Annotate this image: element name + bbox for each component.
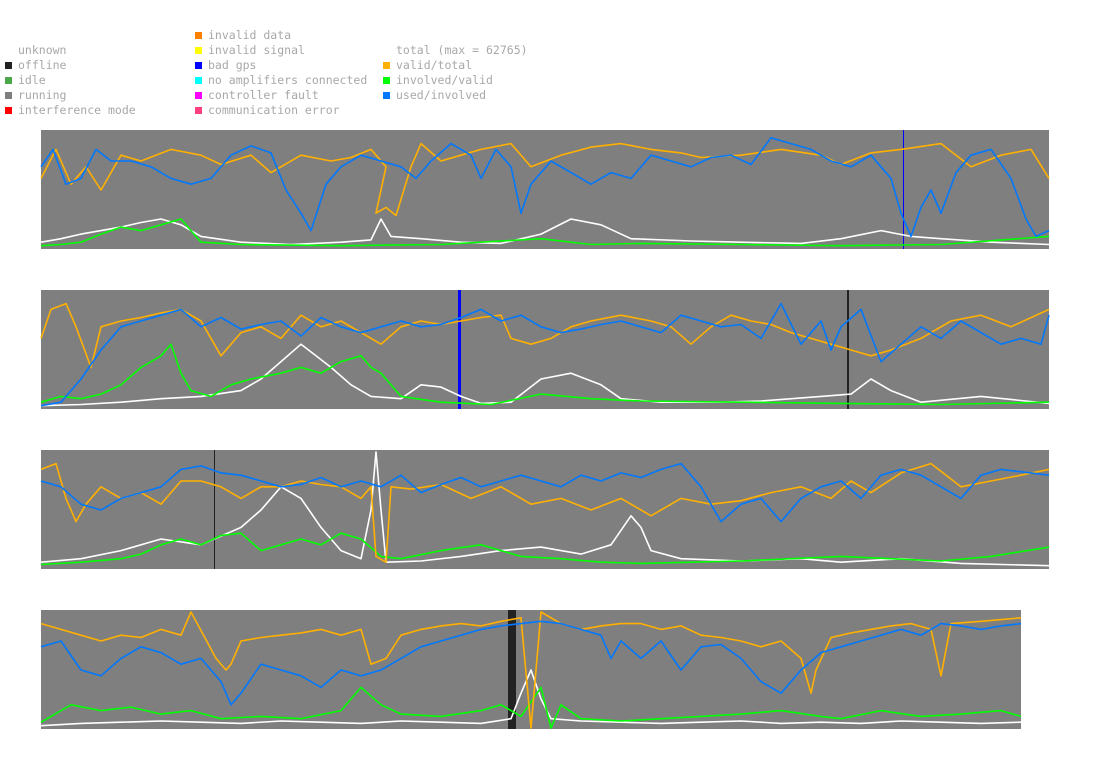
legend-label: bad gps (208, 58, 257, 72)
legend-swatch (5, 47, 12, 54)
legend-label: controller fault (208, 88, 319, 102)
offline-marker (508, 610, 516, 729)
legend-swatch (195, 62, 202, 69)
legend-swatch (5, 107, 12, 114)
panel-background (41, 130, 1049, 249)
panel-1 (40, 130, 1050, 249)
legend-swatch (195, 107, 202, 114)
series-involved-valid (40, 343, 1050, 406)
legend-label: running (18, 88, 67, 102)
legend-label: used/involved (396, 88, 487, 102)
series-used-involved (40, 462, 1050, 523)
legend-label: involved/valid (396, 73, 493, 87)
legend-swatch (5, 77, 12, 84)
legend-swatch (195, 32, 202, 39)
series-valid-total (40, 302, 1050, 369)
legend-swatch (383, 92, 390, 99)
series-used-involved (40, 620, 1022, 706)
panel-2 (40, 290, 1050, 409)
legend-swatch (5, 92, 12, 99)
series-involved-valid (40, 686, 1022, 729)
legend-label: idle (18, 73, 46, 87)
series-involved-valid (40, 218, 1050, 247)
series-total (40, 218, 1050, 246)
legend-label: no amplifiers connected (208, 73, 368, 87)
legend-swatch (195, 77, 202, 84)
legend-label: invalid signal (208, 43, 305, 57)
series-used-involved (40, 302, 1050, 407)
series-used-involved (40, 137, 1050, 238)
legend-swatch (383, 47, 390, 54)
panel-3 (40, 450, 1050, 569)
legend-swatch (383, 77, 390, 84)
panel-background (41, 290, 1049, 409)
series-valid-total (40, 462, 1050, 563)
legend-label: unknown (18, 43, 67, 57)
series-total (40, 343, 1050, 407)
panel-background (41, 450, 1049, 569)
panel-4 (40, 610, 1022, 729)
legend-label: communication error (208, 103, 340, 117)
series-total (40, 669, 1022, 727)
bad-gps-marker (458, 290, 461, 409)
legend-swatch (383, 62, 390, 69)
legend-label: total (max = 62765) (396, 43, 528, 57)
legend-label: invalid data (208, 28, 292, 42)
legend-swatch (5, 62, 12, 69)
series-involved-valid (40, 532, 1050, 566)
legend-label: valid/total (396, 58, 473, 72)
legend-label: offline (18, 58, 67, 72)
offline-marker (214, 450, 215, 569)
legend-swatch (195, 47, 202, 54)
bad-gps-marker (903, 130, 904, 249)
legend-swatch (195, 92, 202, 99)
series-valid-total (40, 611, 1022, 729)
legend-label: interference mode (18, 103, 136, 117)
